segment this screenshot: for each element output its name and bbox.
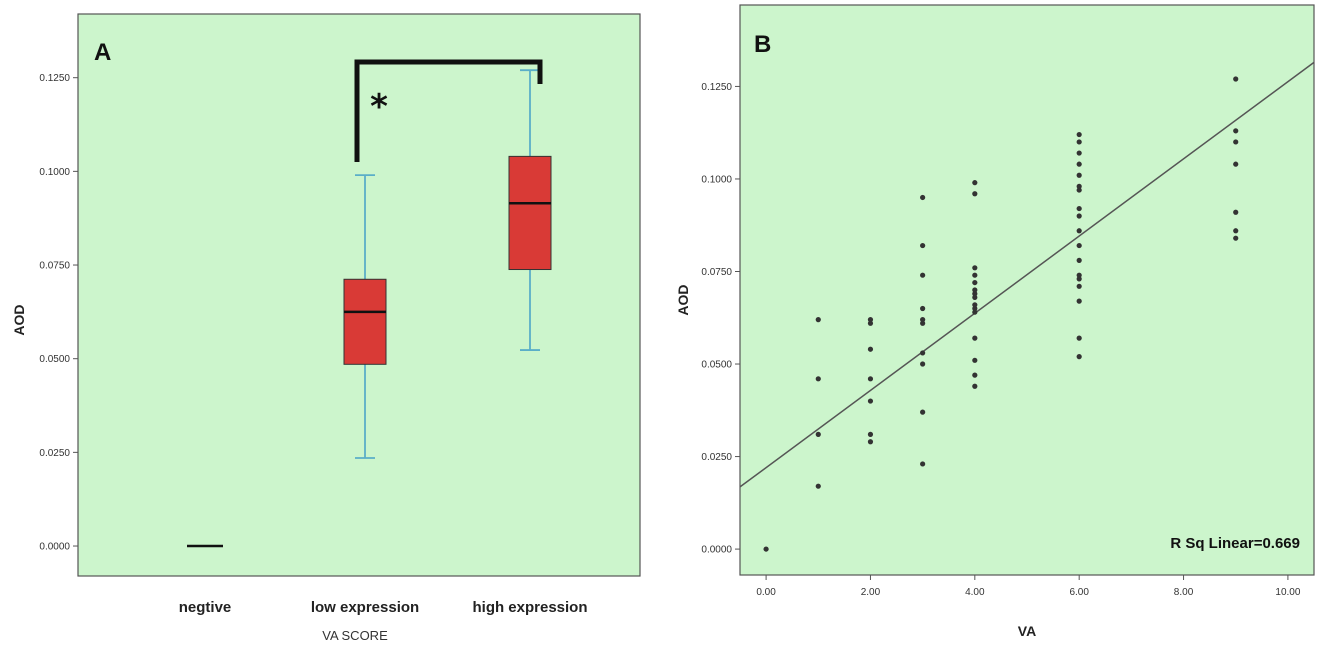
scatter-point xyxy=(1076,187,1082,193)
scatter-point xyxy=(1076,139,1082,145)
scatter-point xyxy=(1076,161,1082,167)
scatter-point xyxy=(1076,335,1082,341)
panel-b-y-tick-label: 0.0500 xyxy=(701,360,732,371)
scatter-point xyxy=(1076,298,1082,304)
scatter-point xyxy=(920,361,926,367)
scatter-point xyxy=(815,483,821,489)
panel-b-x-tick-label: 2.00 xyxy=(861,587,881,598)
scatter-point xyxy=(972,279,978,286)
panel-a-y-tick-label: 0.0000 xyxy=(39,542,70,553)
scatter-point xyxy=(867,431,874,437)
scatter-point xyxy=(815,376,821,382)
panel-b-x-tick-label: 4.00 xyxy=(965,587,985,598)
scatter-point xyxy=(1233,235,1239,241)
scatter-point xyxy=(1076,272,1082,278)
scatter-point xyxy=(1233,128,1239,134)
scatter-point xyxy=(1076,354,1082,360)
panel-a-label: A xyxy=(94,39,111,66)
scatter-point xyxy=(972,272,978,278)
panel-a-x-axis-label: VA SCORE xyxy=(322,628,388,643)
panel-b-y-tick-label: 0.0750 xyxy=(701,267,732,278)
scatter-point xyxy=(920,409,926,415)
scatter-point xyxy=(920,194,926,201)
panel-a-y-tick-label: 0.1000 xyxy=(39,167,70,178)
scatter-point xyxy=(920,320,926,326)
scatter-point xyxy=(763,546,769,552)
panel-a-y-tick-label: 0.0750 xyxy=(39,261,70,272)
scatter-point xyxy=(972,180,978,186)
significance-bracket xyxy=(354,59,543,162)
panel-b-x-tick-label: 0.00 xyxy=(756,587,776,598)
scatter-point xyxy=(920,350,926,356)
scatter-point xyxy=(867,398,874,404)
scatter-point xyxy=(920,317,926,323)
scatter-point xyxy=(1233,76,1239,82)
panel-a-y-tick-label: 0.1250 xyxy=(39,73,70,84)
scatter-point xyxy=(972,335,978,341)
scatter-point xyxy=(1076,242,1082,249)
scatter-point xyxy=(1233,139,1239,145)
panel-b-x-tick-label: 8.00 xyxy=(1174,587,1194,598)
panel-a-box xyxy=(508,155,552,271)
scatter-point xyxy=(1076,213,1082,219)
scatter-point xyxy=(867,317,874,323)
panel-b-plot-area xyxy=(739,4,1315,576)
scatter-point xyxy=(972,265,978,271)
scatter-point xyxy=(867,320,874,326)
scatter-point xyxy=(972,294,978,301)
scatter-point xyxy=(920,305,926,312)
scatter-point xyxy=(867,439,874,445)
scatter-point xyxy=(972,191,978,197)
panel-b-y-tick-label: 0.0250 xyxy=(701,452,732,463)
scatter-point xyxy=(920,461,926,467)
scatter-point xyxy=(1076,131,1082,138)
significance-marker: * xyxy=(370,87,388,127)
scatter-point xyxy=(1076,228,1082,234)
panel-b-x-tick-label: 10.00 xyxy=(1275,587,1300,598)
scatter-point xyxy=(815,431,821,437)
scatter-point xyxy=(972,357,978,363)
panel-b-label: B xyxy=(754,31,771,58)
scatter-point xyxy=(1233,228,1239,234)
scatter-point xyxy=(972,302,978,308)
r-squared-annotation: R Sq Linear=0.669 xyxy=(1170,535,1300,552)
scatter-point xyxy=(1076,150,1082,156)
panel-b-y-tick-label: 0.1000 xyxy=(701,174,732,185)
panel-b-y-axis-label: AOD xyxy=(675,284,691,315)
scatter-point xyxy=(972,372,978,378)
regression-line xyxy=(739,61,1315,488)
scatter-point xyxy=(815,317,821,323)
scatter-point xyxy=(920,272,926,278)
panel-b-y-tick-label: 0.1250 xyxy=(701,82,732,93)
scatter-point xyxy=(972,287,978,293)
scatter-point xyxy=(972,291,978,297)
scatter-point xyxy=(1076,276,1082,282)
scatter-point xyxy=(1076,183,1082,189)
panel-b-scatter: B AOD VA R Sq Linear=0.669 0.0000 0.0250 0… xyxy=(675,4,1315,639)
panel-a-boxplot: A AOD VA SCORE 0.0000 0.0250 0.0500 0.0750 0… xyxy=(11,13,641,643)
scatter-point xyxy=(972,383,978,389)
panel-b-x-tick-label: 6.00 xyxy=(1069,587,1089,598)
panel-a-category-label: negtive xyxy=(179,599,232,616)
panel-a-y-tick-label: 0.0500 xyxy=(39,354,70,365)
panel-b-y-tick-label: 0.0000 xyxy=(701,545,732,556)
panel-a-category-label: low expression xyxy=(311,599,419,616)
scatter-point xyxy=(1233,209,1239,215)
scatter-point xyxy=(1076,283,1082,289)
scatter-point xyxy=(1076,172,1082,178)
panel-a-box xyxy=(343,278,387,365)
panel-b-x-axis-label: VA xyxy=(1018,623,1036,639)
scatter-point xyxy=(972,309,978,315)
panel-a-y-tick-label: 0.0250 xyxy=(39,448,70,459)
scatter-point xyxy=(972,305,978,312)
scatter-point xyxy=(867,376,874,382)
scatter-point xyxy=(1076,257,1082,263)
scatter-point xyxy=(920,242,926,249)
scatter-point xyxy=(1233,161,1239,167)
panel-a-y-axis-label: AOD xyxy=(11,304,27,335)
scatter-point xyxy=(1076,205,1082,212)
scatter-point xyxy=(867,346,874,352)
panel-a-category-label: high expression xyxy=(472,599,587,616)
